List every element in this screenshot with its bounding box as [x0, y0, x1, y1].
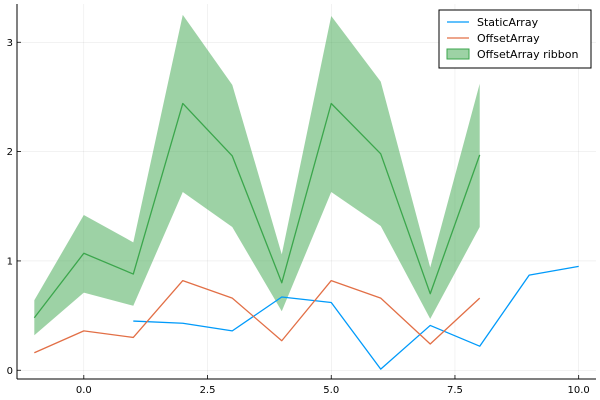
axes	[16, 4, 596, 380]
series-line	[34, 279, 481, 354]
legend-label: OffsetArray	[477, 32, 540, 45]
series-ribbon	[34, 14, 480, 336]
x-tick-label: 0.0	[76, 385, 92, 396]
x-tick-label: 7.5	[447, 385, 463, 396]
tick-labels: 0.0 2.5 5.0 7.5 10.0 0 1 2 3	[7, 38, 590, 396]
y-tick-label: 2	[7, 147, 13, 158]
legend-label: StaticArray	[477, 16, 539, 29]
legend-swatch	[446, 48, 470, 60]
x-tick-label: 5.0	[323, 385, 339, 396]
line-layer	[33, 102, 579, 370]
x-tick-label: 10.0	[568, 385, 590, 396]
legend-label: OffsetArray ribbon	[477, 48, 578, 61]
x-tick-label: 2.5	[200, 385, 216, 396]
series-line	[33, 102, 481, 319]
ribbon-layer	[34, 14, 480, 336]
y-tick-label: 3	[7, 38, 13, 49]
legend: StaticArray OffsetArray OffsetArray ribbon	[438, 9, 592, 69]
y-tick-label: 0	[7, 366, 13, 377]
series-line	[133, 265, 579, 370]
y-tick-label: 1	[7, 256, 13, 267]
